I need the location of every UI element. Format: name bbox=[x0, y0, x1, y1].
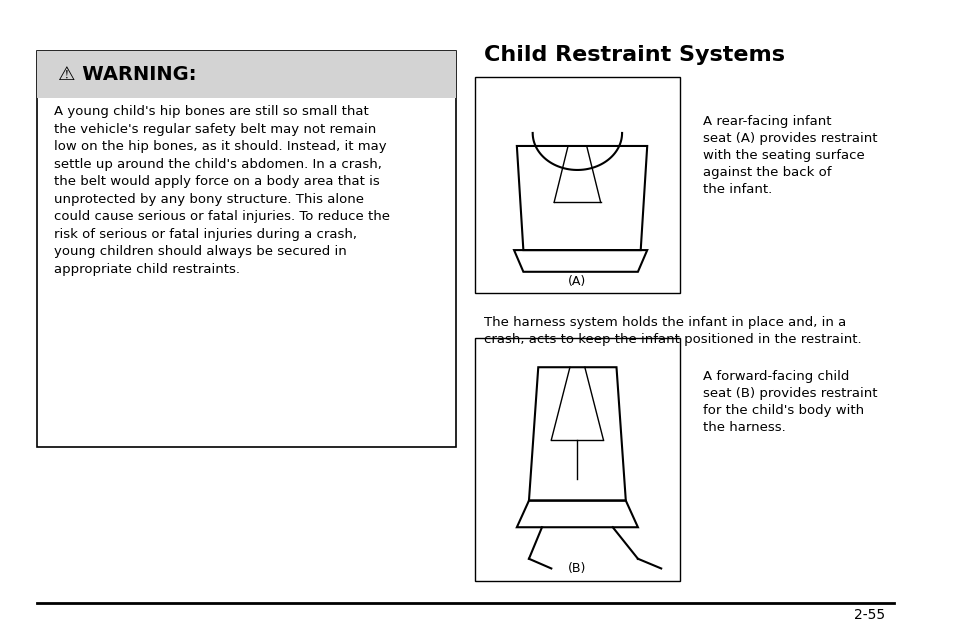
Text: A rear-facing infant
seat (A) provides restraint
with the seating surface
agains: A rear-facing infant seat (A) provides r… bbox=[702, 115, 877, 196]
Text: (B): (B) bbox=[568, 563, 586, 575]
FancyBboxPatch shape bbox=[37, 51, 456, 447]
Text: A young child's hip bones are still so small that
the vehicle's regular safety b: A young child's hip bones are still so s… bbox=[54, 105, 390, 276]
Text: The harness system holds the infant in place and, in a
crash, acts to keep the i: The harness system holds the infant in p… bbox=[484, 316, 861, 346]
FancyBboxPatch shape bbox=[475, 338, 679, 581]
Text: Child Restraint Systems: Child Restraint Systems bbox=[484, 45, 784, 64]
FancyBboxPatch shape bbox=[37, 51, 456, 98]
Text: ⚠ WARNING:: ⚠ WARNING: bbox=[58, 65, 196, 84]
Text: A forward-facing child
seat (B) provides restraint
for the child's body with
the: A forward-facing child seat (B) provides… bbox=[702, 370, 877, 434]
Text: (A): (A) bbox=[568, 276, 586, 288]
Text: 2-55: 2-55 bbox=[853, 608, 883, 622]
FancyBboxPatch shape bbox=[475, 77, 679, 293]
